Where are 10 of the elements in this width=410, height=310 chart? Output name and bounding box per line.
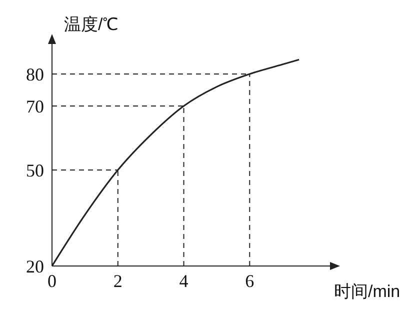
- x-tick-label: 0: [48, 270, 56, 291]
- y-tick-label: 20: [26, 256, 44, 276]
- x-axis-title: 时间/min: [334, 282, 400, 302]
- x-tick-label: 4: [179, 270, 188, 291]
- y-tick-label: 70: [26, 96, 44, 116]
- x-tick-label: 6: [245, 270, 254, 291]
- x-tick-label: 2: [113, 270, 122, 291]
- y-tick-label: 50: [26, 160, 44, 180]
- y-axis-title: 温度/℃: [64, 15, 119, 34]
- y-tick-label: 80: [26, 64, 44, 84]
